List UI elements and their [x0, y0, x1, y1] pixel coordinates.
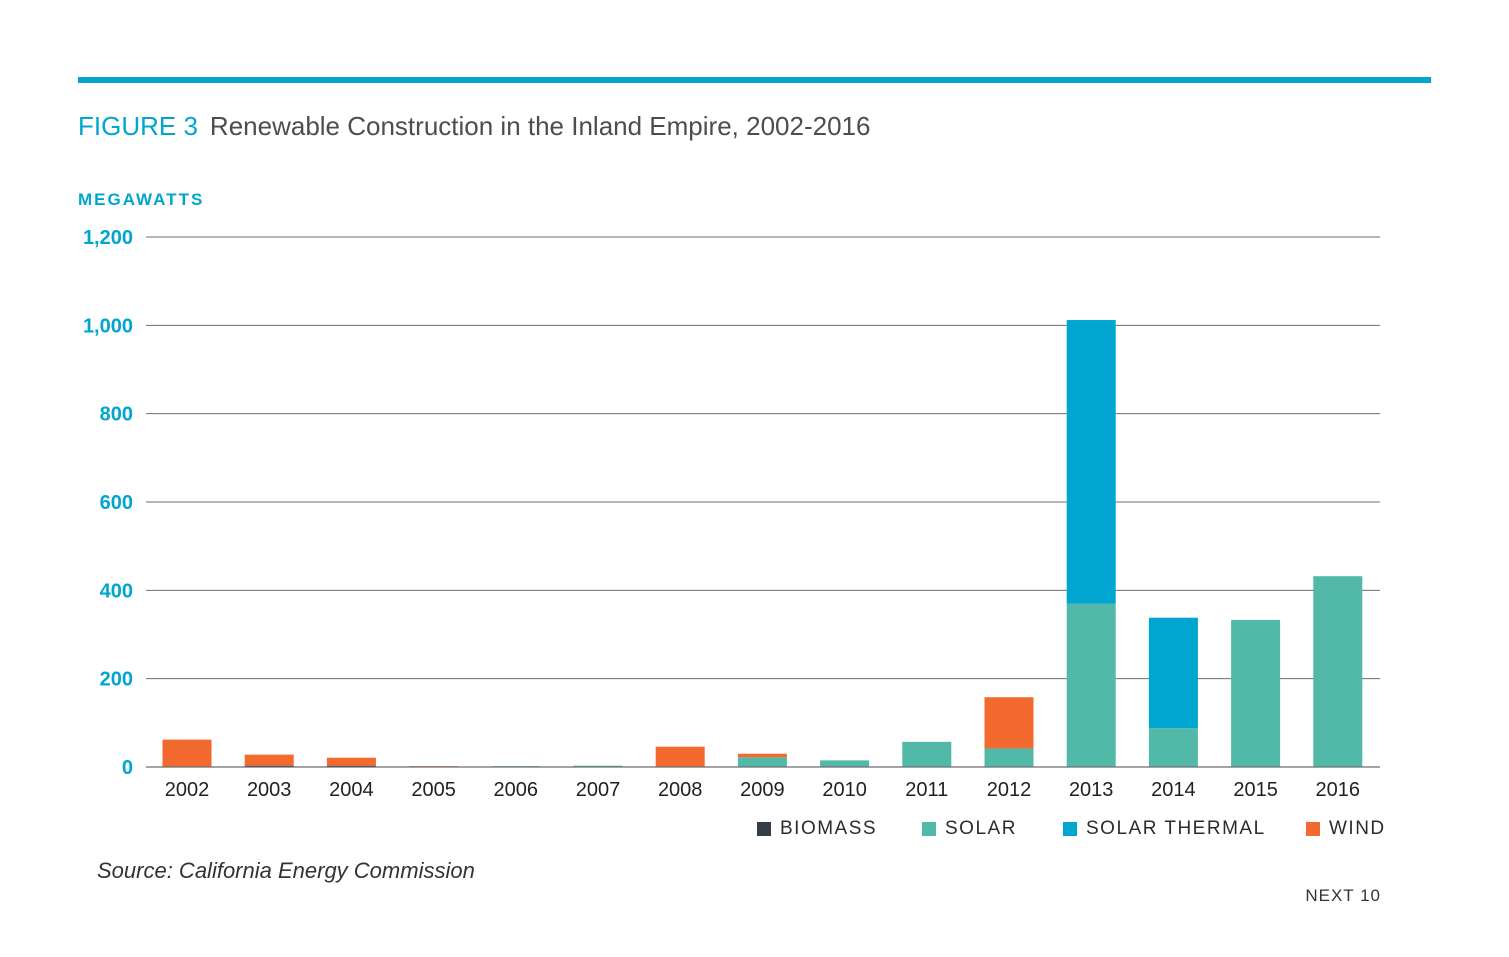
bar-solar-thermal-2014: [1148, 617, 1198, 729]
x-tick-label: 2005: [411, 779, 456, 801]
y-tick-label: 600: [100, 492, 133, 514]
bar-wind-2002: [162, 739, 212, 767]
bar-solar-2012: [984, 748, 1034, 767]
x-tick-label: 2009: [740, 779, 785, 801]
y-tick-label: 200: [100, 669, 133, 691]
x-tick-label: 2002: [165, 779, 210, 801]
y-tick-label: 1,200: [83, 227, 133, 249]
bar-biomass-2004: [326, 765, 376, 767]
x-tick-label: 2004: [329, 779, 374, 801]
bar-wind-2009: [737, 753, 787, 758]
bar-solar-2009: [737, 757, 787, 767]
bar-solar-2010: [820, 760, 870, 767]
legend-label: WIND: [1329, 818, 1386, 839]
bar-solar-2014: [1148, 728, 1198, 767]
legend-swatch: [922, 822, 936, 836]
x-tick-label: 2010: [822, 779, 867, 801]
x-tick-label: 2011: [905, 779, 948, 801]
bar-solar-2013: [1066, 603, 1116, 767]
bar-solar-2015: [1231, 619, 1281, 767]
bar-solar-thermal-2013: [1066, 320, 1116, 604]
y-tick-label: 1,000: [83, 315, 133, 337]
x-tick-label: 2013: [1069, 779, 1114, 801]
x-tick-label: 2014: [1151, 779, 1196, 801]
bar-wind-2008: [655, 746, 705, 767]
y-axis-title: MEGAWATTS: [78, 190, 205, 209]
figure-title: FIGURE 3 Renewable Construction in the In…: [78, 111, 870, 142]
y-tick-label: 400: [100, 580, 133, 602]
chart-legend: BIOMASS SOLAR SOLAR THERMAL WIND: [0, 818, 1509, 842]
x-tick-label: 2007: [576, 779, 621, 801]
figure-number: FIGURE 3: [78, 111, 198, 141]
legend-item-wind: WIND: [1306, 818, 1386, 840]
bar-solar-2016: [1313, 576, 1363, 767]
y-tick-label: 800: [100, 404, 133, 426]
bar-wind-2003: [244, 754, 294, 766]
legend-swatch: [1063, 822, 1077, 836]
x-tick-label: 2015: [1233, 779, 1278, 801]
legend-swatch: [1306, 822, 1320, 836]
y-tick-label: 0: [122, 757, 133, 779]
legend-label: BIOMASS: [780, 818, 878, 839]
x-tick-label: 2006: [494, 779, 539, 801]
figure-title-text: Renewable Construction in the Inland Emp…: [209, 111, 871, 141]
legend-label: SOLAR: [945, 818, 1017, 839]
legend-item-solar-thermal: SOLAR THERMAL: [1063, 818, 1266, 840]
brand-label: NEXT 10: [1305, 886, 1381, 905]
bar-solar-2011: [902, 741, 952, 767]
bar-solar-2007: [573, 765, 623, 767]
x-tick-label: 2012: [987, 779, 1032, 801]
legend-item-solar: SOLAR: [922, 818, 1017, 840]
x-tick-label: 2003: [247, 779, 292, 801]
bar-wind-2012: [984, 697, 1034, 749]
bar-wind-2004: [326, 757, 376, 766]
top-rule: [78, 77, 1431, 83]
legend-swatch: [757, 822, 771, 836]
legend-item-biomass: BIOMASS: [757, 818, 877, 840]
legend-label: SOLAR THERMAL: [1086, 818, 1266, 839]
source-note: Source: California Energy Commission: [97, 858, 475, 883]
x-tick-label: 2016: [1316, 779, 1361, 801]
x-tick-label: 2008: [658, 779, 703, 801]
bar-biomass-2003: [244, 765, 294, 767]
